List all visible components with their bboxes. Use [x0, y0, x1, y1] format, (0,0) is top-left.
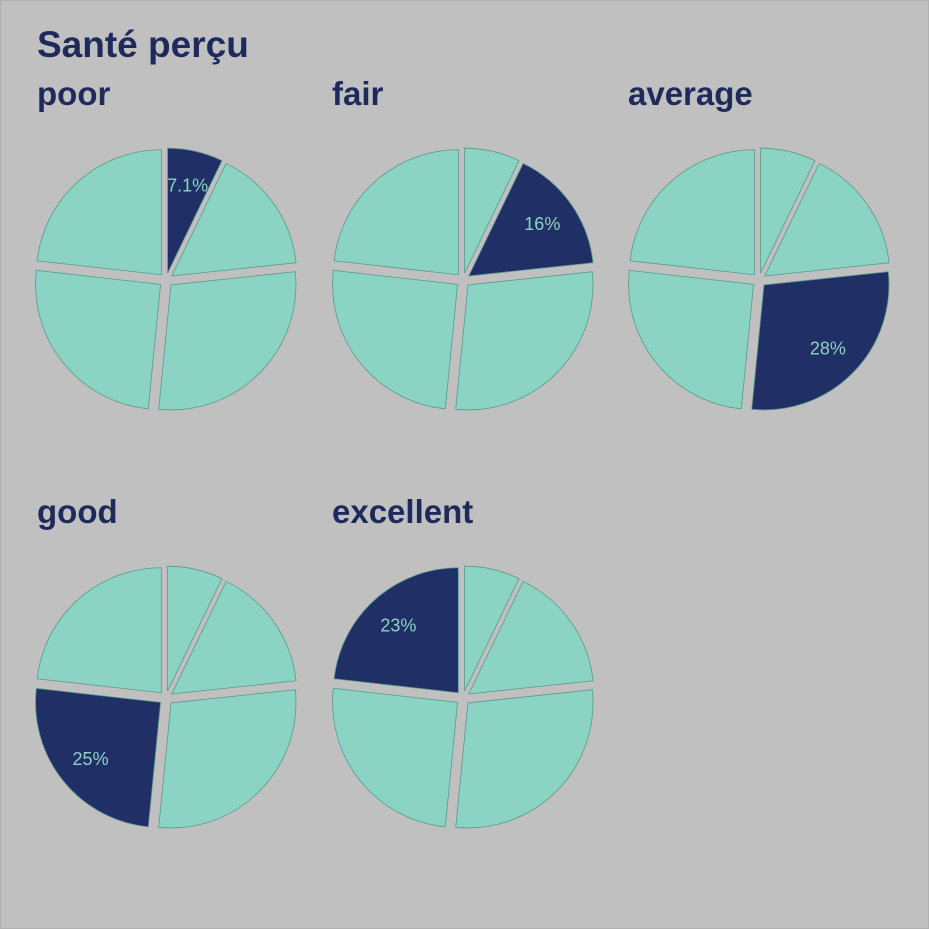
slice-excellent — [333, 149, 459, 276]
slice-average — [455, 271, 594, 411]
slice-excellent — [36, 149, 162, 276]
slice-fair — [764, 162, 890, 277]
pie-good: 25% — [35, 565, 297, 829]
pie-poor: 7.1% — [35, 147, 297, 411]
slice-poor — [464, 565, 520, 692]
slice-poor — [464, 147, 520, 274]
slice-average — [455, 689, 594, 829]
value-label-fair: 16% — [524, 214, 560, 234]
panel-title-fair: fair — [332, 75, 384, 112]
slice-good — [332, 269, 458, 410]
panel-title-average: average — [628, 75, 753, 112]
slice-excellent — [629, 149, 755, 276]
slice-poor — [167, 565, 223, 692]
slice-excellent — [36, 567, 162, 694]
slice-poor — [760, 147, 816, 274]
chart-title: Santé perçu — [37, 24, 249, 65]
slice-average — [158, 689, 297, 829]
slice-good — [628, 269, 754, 410]
pie-fair: 16% — [332, 147, 594, 411]
pie-excellent: 23% — [332, 565, 594, 829]
slice-fair — [171, 162, 297, 277]
slice-good — [35, 269, 161, 410]
slice-fair — [468, 162, 594, 277]
slice-average — [158, 271, 297, 411]
slice-average — [751, 271, 890, 411]
slice-good — [35, 687, 161, 828]
slice-fair — [468, 580, 594, 695]
panel-title-poor: poor — [37, 75, 111, 112]
slice-excellent — [333, 567, 459, 694]
value-label-poor: 7.1% — [167, 175, 208, 195]
panel-title-good: good — [37, 493, 118, 530]
slice-fair — [171, 580, 297, 695]
panel-title-excellent: excellent — [332, 493, 474, 530]
pie-average: 28% — [628, 147, 890, 411]
value-label-excellent: 23% — [380, 616, 416, 636]
slice-poor — [167, 147, 223, 274]
value-label-average: 28% — [810, 338, 846, 358]
slice-good — [332, 687, 458, 828]
value-label-good: 25% — [73, 749, 109, 769]
